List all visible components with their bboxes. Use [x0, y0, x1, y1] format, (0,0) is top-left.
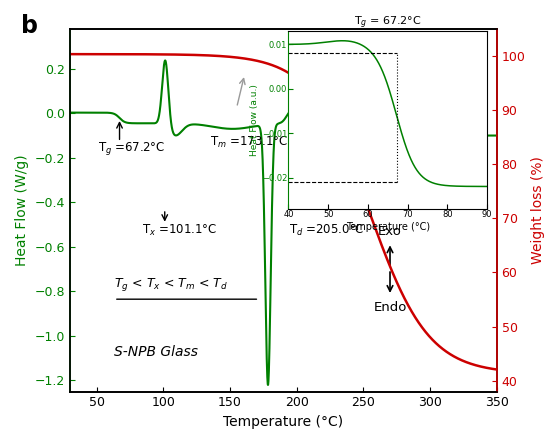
Text: Endo: Endo: [374, 301, 407, 314]
Text: T$_m$ =173.1°C: T$_m$ =173.1°C: [210, 135, 288, 150]
Text: T$_x$ =101.1°C: T$_x$ =101.1°C: [142, 222, 217, 238]
Y-axis label: Heat Flow (W/g): Heat Flow (W/g): [15, 155, 29, 266]
Y-axis label: Weight loss (%): Weight loss (%): [531, 156, 545, 264]
Text: Exo: Exo: [378, 225, 402, 238]
Text: T$_d$ =205.0°C: T$_d$ =205.0°C: [288, 222, 364, 238]
Title: T$_g$ = 67.2°C: T$_g$ = 67.2°C: [354, 15, 422, 31]
Y-axis label: Heat Flow (a.u.): Heat Flow (a.u.): [250, 84, 259, 156]
Text: T$_g$ =67.2°C: T$_g$ =67.2°C: [98, 140, 165, 157]
Text: T$_g$ < T$_x$ < T$_m$ < T$_d$: T$_g$ < T$_x$ < T$_m$ < T$_d$: [114, 276, 228, 293]
Text: b: b: [21, 14, 38, 38]
X-axis label: Temperature (°C): Temperature (°C): [223, 415, 343, 429]
Text: S-NPB Glass: S-NPB Glass: [114, 345, 198, 359]
X-axis label: Temperature (°C): Temperature (°C): [346, 222, 430, 232]
